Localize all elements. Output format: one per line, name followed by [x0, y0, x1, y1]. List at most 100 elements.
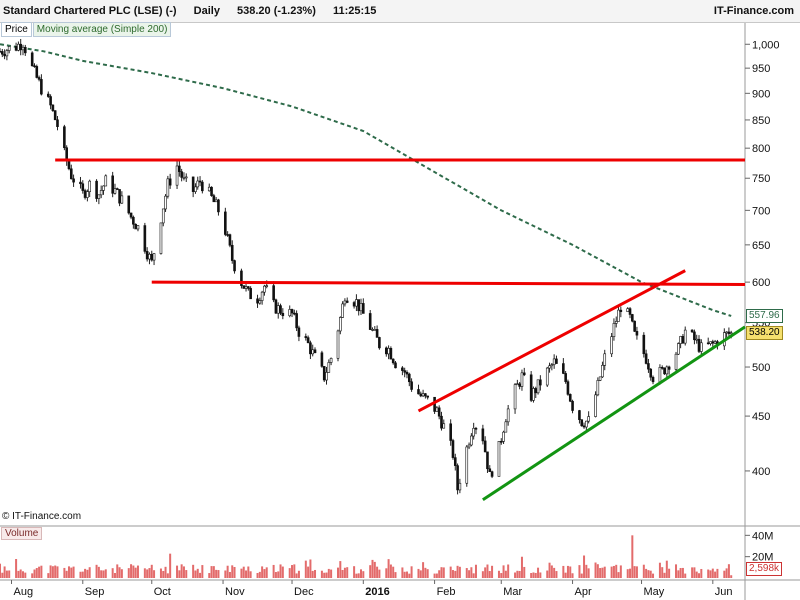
volume-bar	[208, 573, 211, 578]
volume-bar	[118, 567, 121, 578]
volume-bar	[295, 573, 298, 578]
volume-bar	[481, 571, 484, 578]
candle-body	[631, 314, 634, 322]
volume-bar	[716, 568, 719, 578]
candle-body	[97, 194, 101, 199]
candle-body	[594, 394, 597, 417]
volume-bar	[17, 570, 20, 578]
candle-body	[276, 305, 280, 314]
date-tick-label: May	[644, 586, 665, 598]
candle-body	[258, 300, 262, 304]
volume-bar	[456, 565, 459, 578]
candle-body	[566, 381, 570, 395]
candle-body	[136, 225, 140, 230]
volume-bar	[707, 569, 710, 578]
volume-bar	[224, 570, 227, 578]
volume-bar	[520, 556, 523, 578]
volume-bar	[373, 561, 376, 578]
candle-body	[329, 358, 333, 363]
candle-body	[194, 186, 197, 192]
volume-bar	[562, 565, 565, 578]
volume-bar	[424, 567, 427, 578]
candle-body	[502, 431, 505, 442]
candle-body	[226, 234, 229, 236]
volume-bar	[56, 566, 59, 578]
volume-bar	[681, 567, 684, 578]
candle-body	[244, 286, 248, 289]
volume-bar	[417, 568, 420, 578]
volume-bar	[311, 570, 314, 578]
volume-bar	[217, 570, 220, 578]
candle-body	[178, 165, 181, 172]
candle-body	[695, 338, 699, 341]
volume-bar	[642, 564, 645, 578]
candle-body	[40, 79, 43, 95]
chart-header	[0, 0, 800, 23]
channel-lower-line[interactable]	[482, 325, 746, 502]
candle-body	[417, 389, 420, 395]
candle-body	[451, 440, 455, 458]
volume-bar	[711, 568, 714, 578]
volume-bar	[97, 566, 100, 578]
candle-body	[37, 77, 41, 80]
legend-volume[interactable]: Volume	[1, 527, 43, 540]
volume-bar	[438, 570, 441, 578]
candle-body	[148, 253, 151, 260]
legend-moving-average[interactable]: Moving average (Simple 200)	[32, 22, 172, 37]
candle-body	[465, 446, 469, 484]
candle-body	[5, 50, 9, 57]
volume-bar	[159, 568, 162, 578]
volume-bar	[130, 564, 133, 578]
candle-body	[357, 299, 361, 312]
volume-bar	[665, 560, 668, 578]
candle-body	[281, 312, 285, 317]
candle-body	[458, 482, 462, 491]
volume-bar	[19, 569, 22, 578]
candle-body	[690, 329, 694, 333]
candle-body	[677, 343, 680, 355]
volume-bar	[226, 565, 229, 578]
candle-body	[327, 362, 331, 373]
volume-bar	[307, 566, 310, 578]
candle-body	[407, 373, 411, 383]
candle-body	[113, 188, 117, 194]
candle-body	[481, 428, 485, 442]
candle-body	[115, 188, 119, 190]
volume-bar	[35, 568, 38, 578]
channel-upper-line[interactable]	[417, 269, 686, 413]
price-tick-label: 950	[752, 63, 770, 75]
volume-bar	[323, 572, 326, 578]
candle-body	[362, 303, 365, 314]
volume-bar	[279, 564, 282, 578]
candle-body	[359, 303, 363, 312]
price-tick-label: 500	[752, 362, 770, 374]
date-tick-label: Oct	[154, 586, 171, 598]
volume-bar	[166, 573, 169, 578]
candle-body	[633, 320, 636, 332]
volume-bar	[330, 569, 333, 578]
volume-bar	[54, 565, 57, 578]
candle-body	[0, 51, 2, 53]
candle-body	[279, 305, 282, 314]
candle-body	[343, 300, 347, 305]
volume-bar	[79, 571, 82, 578]
legend-price[interactable]: Price	[1, 22, 32, 37]
volume-bar	[610, 566, 613, 578]
volume-bar	[507, 564, 510, 578]
candle-body	[224, 211, 227, 235]
candle-body	[19, 43, 22, 51]
candle-body	[51, 104, 55, 111]
candle-body	[230, 244, 234, 261]
candle-body	[647, 363, 650, 370]
candle-body	[536, 379, 540, 394]
volume-bar	[504, 570, 507, 578]
volume-bar	[392, 566, 395, 578]
resistance-lower-line[interactable]	[151, 280, 746, 286]
date-tick-label: 2016	[365, 586, 389, 598]
candle-body	[713, 341, 717, 344]
volume-bar	[150, 564, 153, 578]
candle-body	[161, 208, 165, 224]
volume-bar	[104, 569, 107, 578]
candle-body	[83, 190, 87, 198]
